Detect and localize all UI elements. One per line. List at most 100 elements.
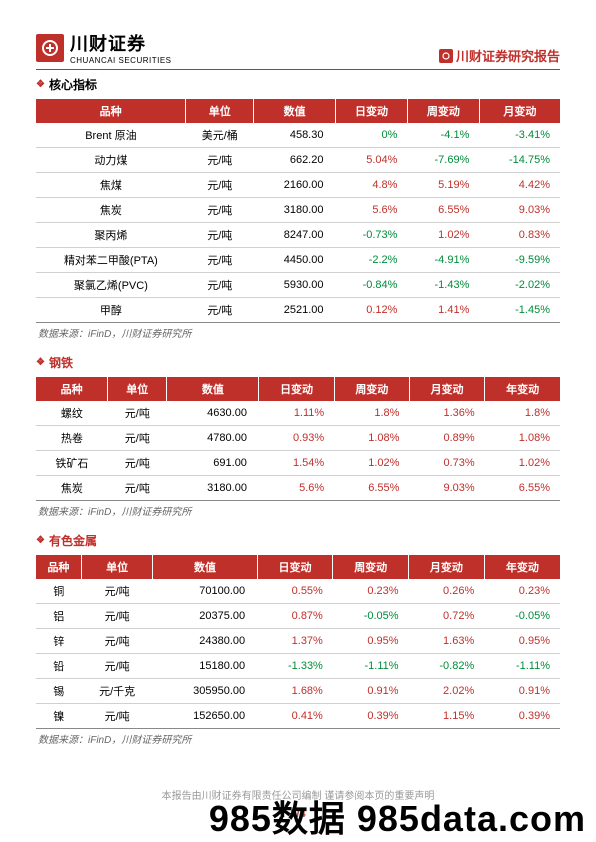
table-cell: 1.68% [257,679,333,704]
table-row: 铝元/吨20375.000.87%-0.05%0.72%-0.05% [36,604,560,629]
table-cell: 1.08% [485,426,560,451]
table-row: 聚氯乙烯(PVC)元/吨5930.00-0.84%-1.43%-2.02% [36,273,560,298]
table-header-cell: 单位 [186,99,254,123]
table-cell: 聚丙烯 [36,223,186,248]
table-cell: 元/吨 [108,401,167,426]
table-row: 热卷元/吨4780.000.93%1.08%0.89%1.08% [36,426,560,451]
table-cell: 0.83% [479,223,560,248]
table-cell: 元/吨 [186,248,254,273]
table-cell: 焦煤 [36,173,186,198]
table-cell: 4.42% [479,173,560,198]
section-title: ❖ 有色金属 [36,532,560,549]
table-cell: -4.1% [407,123,479,148]
table-row: Brent 原油美元/桶458.300%-4.1%-3.41% [36,123,560,148]
table-cell: 70100.00 [153,579,257,604]
table-cell: 0.55% [257,579,333,604]
table-cell: 4780.00 [167,426,259,451]
table-header-cell: 品种 [36,99,186,123]
table-cell: 元/吨 [81,579,153,604]
table-cell: -0.82% [409,654,485,679]
table-cell: 0.93% [259,426,334,451]
table-cell: 5.19% [407,173,479,198]
table-header-cell: 数值 [254,99,336,123]
table-cell: 1.02% [407,223,479,248]
table-row: 焦炭元/吨3180.005.6%6.55%9.03%6.55% [36,476,560,501]
table-cell: -1.43% [407,273,479,298]
diamond-icon: ❖ [36,357,45,368]
table-cell: 6.55% [485,476,560,501]
table-cell: 元/吨 [186,198,254,223]
table-cell: 元/吨 [186,298,254,323]
table-cell: 3180.00 [167,476,259,501]
table-row: 铁矿石元/吨691.001.54%1.02%0.73%1.02% [36,451,560,476]
table-cell: 0.95% [484,629,560,654]
table-cell: 聚氯乙烯(PVC) [36,273,186,298]
table-cell: 1.15% [409,704,485,729]
source-note: 数据来源：iFinD，川财证券研究所 [38,325,560,340]
section-title-text: 有色金属 [49,532,97,549]
table-cell: 锡 [36,679,81,704]
table-cell: 1.36% [409,401,484,426]
table-cell: 0.87% [257,604,333,629]
table-cell: 5.6% [335,198,407,223]
table-cell: 0.95% [333,629,409,654]
table-cell: 热卷 [36,426,108,451]
table-cell: 1.54% [259,451,334,476]
table-cell: 0.89% [409,426,484,451]
table-cell: 305950.00 [153,679,257,704]
table-cell: 15180.00 [153,654,257,679]
table-header-cell: 日变动 [257,555,333,579]
table-cell: 4450.00 [254,248,336,273]
table-row: 镍元/吨152650.000.41%0.39%1.15%0.39% [36,704,560,729]
table-row: 聚丙烯元/吨8247.00-0.73%1.02%0.83% [36,223,560,248]
data-table: 品种单位数值日变动周变动月变动年变动铜元/吨70100.000.55%0.23%… [36,555,560,729]
table-cell: 动力煤 [36,148,186,173]
table-header-cell: 品种 [36,555,81,579]
logo-text: 川财证券 CHUANCAI SECURITIES [70,30,172,65]
section-title: ❖核心指标 [36,76,560,93]
table-row: 甲醇元/吨2521.000.12%1.41%-1.45% [36,298,560,323]
company-logo-icon [36,34,64,62]
table-row: 螺纹元/吨4630.001.11%1.8%1.36%1.8% [36,401,560,426]
table-cell: 美元/桶 [186,123,254,148]
section-title: ❖钢铁 [36,354,560,371]
table-cell: 0.91% [484,679,560,704]
table-cell: 9.03% [479,198,560,223]
table-cell: 0.39% [333,704,409,729]
table-cell: 2.02% [409,679,485,704]
table-header-cell: 周变动 [407,99,479,123]
table-cell: 8247.00 [254,223,336,248]
table-cell: -1.45% [479,298,560,323]
table-row: 焦煤元/吨2160.004.8%5.19%4.42% [36,173,560,198]
table-cell: 2160.00 [254,173,336,198]
table-header-cell: 周变动 [333,555,409,579]
table-cell: -1.11% [333,654,409,679]
table-cell: 0.39% [484,704,560,729]
table-cell: -0.73% [335,223,407,248]
table-cell: 0.23% [484,579,560,604]
table-cell: 元/吨 [108,426,167,451]
table-row: 焦炭元/吨3180.005.6%6.55%9.03% [36,198,560,223]
table-cell: 元/吨 [108,451,167,476]
table-cell: 1.08% [334,426,409,451]
table-cell: 1.02% [485,451,560,476]
table-cell: 1.11% [259,401,334,426]
diamond-icon: ❖ [36,535,45,546]
table-cell: 4630.00 [167,401,259,426]
table-cell: 铁矿石 [36,451,108,476]
table-cell: 0.91% [333,679,409,704]
table-cell: 24380.00 [153,629,257,654]
table-cell: 元/吨 [81,629,153,654]
sections-container: ❖核心指标品种单位数值日变动周变动月变动Brent 原油美元/桶458.300%… [36,76,560,746]
table-cell: 0.41% [257,704,333,729]
table-cell: 0.23% [333,579,409,604]
table-cell: 元/吨 [81,654,153,679]
table-cell: -0.84% [335,273,407,298]
table-cell: -1.11% [484,654,560,679]
table-cell: -4.91% [407,248,479,273]
table-cell: 锌 [36,629,81,654]
table-header-cell: 品种 [36,377,108,401]
table-header-cell: 月变动 [409,377,484,401]
table-cell: 152650.00 [153,704,257,729]
table-cell: 焦炭 [36,476,108,501]
